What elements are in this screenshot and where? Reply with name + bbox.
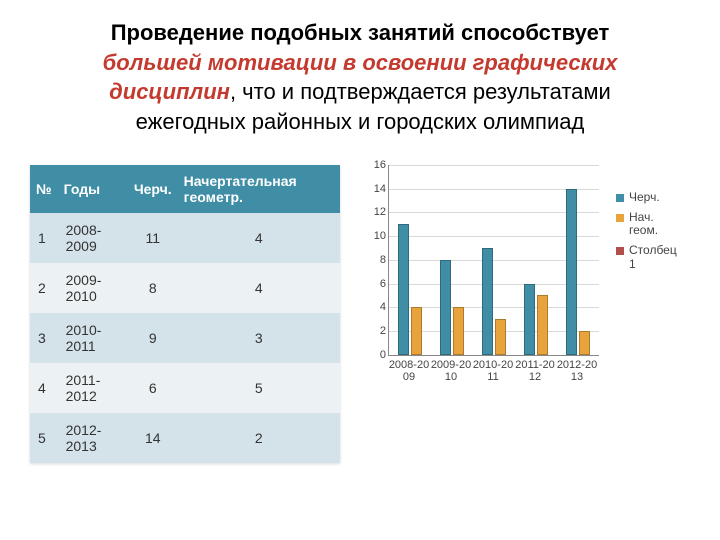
y-tick-label: 6	[360, 278, 386, 290]
bar-group	[473, 248, 515, 355]
table-cell: 5	[178, 363, 340, 413]
table-cell: 4	[178, 263, 340, 313]
x-axis-ticks: 2008-20092009-20102010-20112011-20122012…	[388, 359, 598, 384]
bar	[537, 295, 548, 354]
table-cell: 2009-2010	[58, 263, 128, 313]
table-cell: 9	[128, 313, 178, 363]
table-cell: 2008-2009	[58, 213, 128, 263]
table-cell: 4	[178, 213, 340, 263]
legend-label: Столбец1	[629, 244, 677, 272]
bar-group	[557, 189, 599, 355]
table-row: 12008-2009114	[30, 213, 340, 263]
bar-group	[389, 224, 431, 355]
legend-item: Нач.геом.	[616, 211, 677, 239]
table-cell: 2011-2012	[58, 363, 128, 413]
y-tick-label: 14	[360, 183, 386, 195]
title-line-1: Проведение подобных занятий способствует	[111, 20, 610, 45]
x-tick-label: 2011-2012	[514, 359, 556, 384]
th-geom: Начертательная геометр.	[178, 165, 340, 213]
bar	[524, 284, 535, 355]
bar	[566, 189, 577, 355]
table-cell: 5	[30, 413, 58, 463]
th-num: №	[30, 165, 58, 213]
table-header-row: № Годы Черч. Начертательная геометр.	[30, 165, 340, 213]
bar-group	[515, 284, 557, 355]
title-block: Проведение подобных занятий способствует…	[30, 18, 690, 137]
bar	[398, 224, 409, 355]
legend-label: Нач.геом.	[629, 211, 658, 239]
chart-legend: Черч. Нач.геом. Столбец1	[616, 191, 677, 278]
bar	[453, 307, 464, 355]
legend-swatch	[616, 194, 624, 202]
th-years: Годы	[58, 165, 128, 213]
x-tick-label: 2010-2011	[472, 359, 514, 384]
gridline	[389, 165, 599, 166]
y-tick-label: 2	[360, 325, 386, 337]
chart-container: 0246810121416 2008-20092009-20102010-201…	[352, 165, 690, 395]
table-cell: 1	[30, 213, 58, 263]
x-tick-label: 2008-2009	[388, 359, 430, 384]
plot-area	[388, 165, 599, 356]
table-cell: 6	[128, 363, 178, 413]
table-row: 22009-201084	[30, 263, 340, 313]
legend-label: Черч.	[629, 191, 660, 205]
table-cell: 4	[30, 363, 58, 413]
y-tick-label: 12	[360, 206, 386, 218]
table-cell: 8	[128, 263, 178, 313]
y-tick-label: 16	[360, 159, 386, 171]
bar	[440, 260, 451, 355]
title-line-2: большей мотивации в освоении графических	[103, 50, 618, 75]
bar-chart: 0246810121416 2008-20092009-20102010-201…	[360, 165, 610, 395]
title-line-3a: дисциплин	[109, 79, 230, 104]
x-tick-label: 2009-2010	[430, 359, 472, 384]
table-cell: 2	[30, 263, 58, 313]
legend-swatch	[616, 247, 624, 255]
title-line-4: ежегодных районных и городских олимпиад	[136, 109, 585, 134]
table-cell: 3	[30, 313, 58, 363]
table-cell: 11	[128, 213, 178, 263]
y-tick-label: 4	[360, 301, 386, 313]
bar	[411, 307, 422, 355]
bar	[579, 331, 590, 355]
bar-group	[431, 260, 473, 355]
table-row: 42011-201265	[30, 363, 340, 413]
table-cell: 2	[178, 413, 340, 463]
y-tick-label: 8	[360, 254, 386, 266]
table-cell: 14	[128, 413, 178, 463]
table-cell: 2010-2011	[58, 313, 128, 363]
title-line-3b: , что и подтверждается результатами	[230, 79, 611, 104]
table-cell: 3	[178, 313, 340, 363]
legend-item: Столбец1	[616, 244, 677, 272]
bar	[482, 248, 493, 355]
x-tick-label: 2012-2013	[556, 359, 598, 384]
bar	[495, 319, 506, 355]
table-cell: 2012-2013	[58, 413, 128, 463]
legend-item: Черч.	[616, 191, 677, 205]
table-row: 32010-201193	[30, 313, 340, 363]
y-tick-label: 0	[360, 349, 386, 361]
th-cherch: Черч.	[128, 165, 178, 213]
data-table: № Годы Черч. Начертательная геометр. 120…	[30, 165, 340, 463]
legend-swatch	[616, 214, 624, 222]
table-row: 52012-2013142	[30, 413, 340, 463]
y-tick-label: 10	[360, 230, 386, 242]
